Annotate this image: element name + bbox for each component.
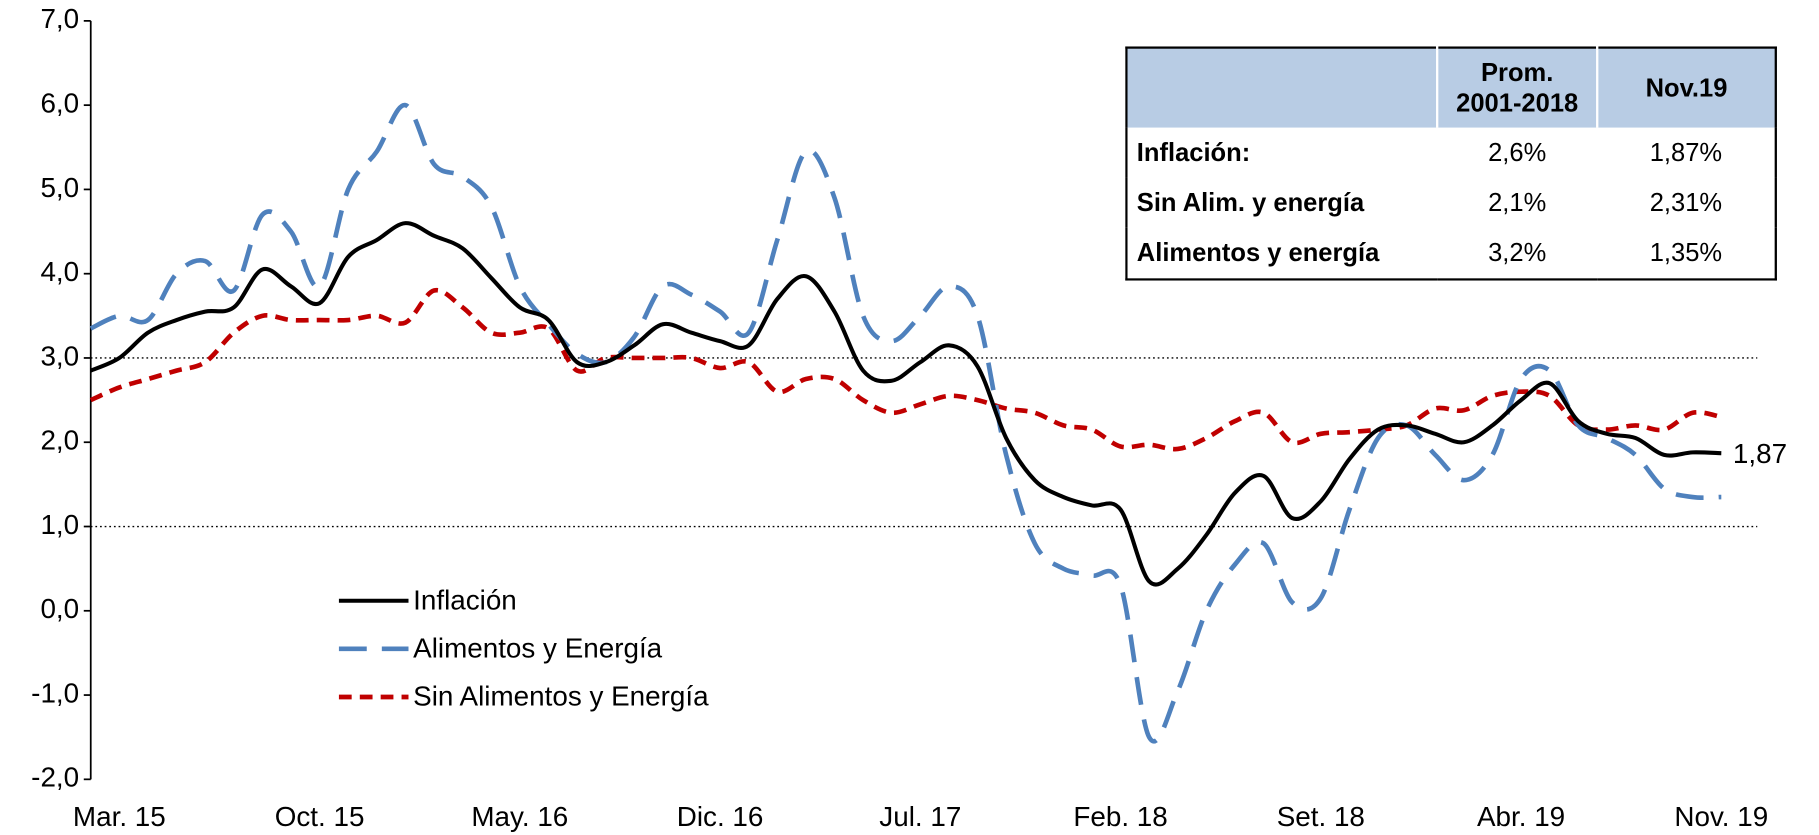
y-tick-label: 6,0	[40, 88, 79, 119]
y-tick-label: 3,0	[40, 340, 79, 371]
cell: 2,1%	[1488, 187, 1547, 217]
x-tick-label: Mar. 15	[73, 801, 166, 832]
x-tick-label: Feb. 18	[1073, 801, 1167, 832]
cell: 1,87%	[1649, 137, 1723, 167]
y-tick-label: -2,0	[31, 762, 79, 793]
cell: 3,2%	[1488, 237, 1547, 267]
row-label: Alimentos y energía	[1136, 237, 1380, 267]
series-line	[89, 287, 1722, 452]
x-tick-label: Abr. 19	[1477, 801, 1565, 832]
table-row: Inflación: 2,6% 1,87%	[1126, 128, 1775, 178]
header-cell: Nov.19	[1596, 47, 1776, 128]
row-label: Sin Alim. y energía	[1136, 187, 1365, 217]
y-tick-label: 7,0	[40, 3, 79, 34]
header-cell: Prom. 2001-2018	[1436, 47, 1598, 128]
legend-label: Alimentos y Energía	[413, 632, 663, 663]
x-tick-label: Set. 18	[1277, 801, 1365, 832]
row-label: Inflación:	[1136, 137, 1251, 167]
x-tick-label: May. 16	[471, 801, 568, 832]
table-row: Sin Alim. y energía 2,1% 2,31%	[1126, 178, 1775, 228]
series-line	[89, 221, 1722, 587]
cell: 2,6%	[1488, 137, 1547, 167]
table: Prom. 2001-2018 Nov.19 Inflación: 2,6% 1,87…	[1125, 46, 1777, 281]
value-label: 1,87	[1733, 438, 1787, 469]
y-tick-label: 1,0	[40, 509, 79, 540]
cell: 2,31%	[1649, 187, 1723, 217]
header-blank	[1126, 47, 1438, 128]
table-row: Alimentos y energía 3,2% 1,35%	[1126, 228, 1775, 280]
y-tick-label: 0,0	[40, 593, 79, 624]
legend-label: Sin Alimentos y Energía	[413, 681, 709, 712]
y-tick-label: -1,0	[31, 677, 79, 708]
y-tick-label: 5,0	[40, 172, 79, 203]
x-tick-label: Jul. 17	[879, 801, 961, 832]
series-line	[89, 102, 1722, 744]
x-tick-label: Nov. 19	[1674, 801, 1768, 832]
cell: 1,35%	[1649, 237, 1723, 267]
table-header: Prom. 2001-2018 Nov.19	[1126, 47, 1776, 128]
x-tick-label: Dic. 16	[677, 801, 764, 832]
x-tick-label: Oct. 15	[275, 801, 365, 832]
y-tick-label: 4,0	[40, 256, 79, 287]
y-tick-label: 2,0	[40, 425, 79, 456]
legend-label: Inflación	[413, 584, 517, 615]
